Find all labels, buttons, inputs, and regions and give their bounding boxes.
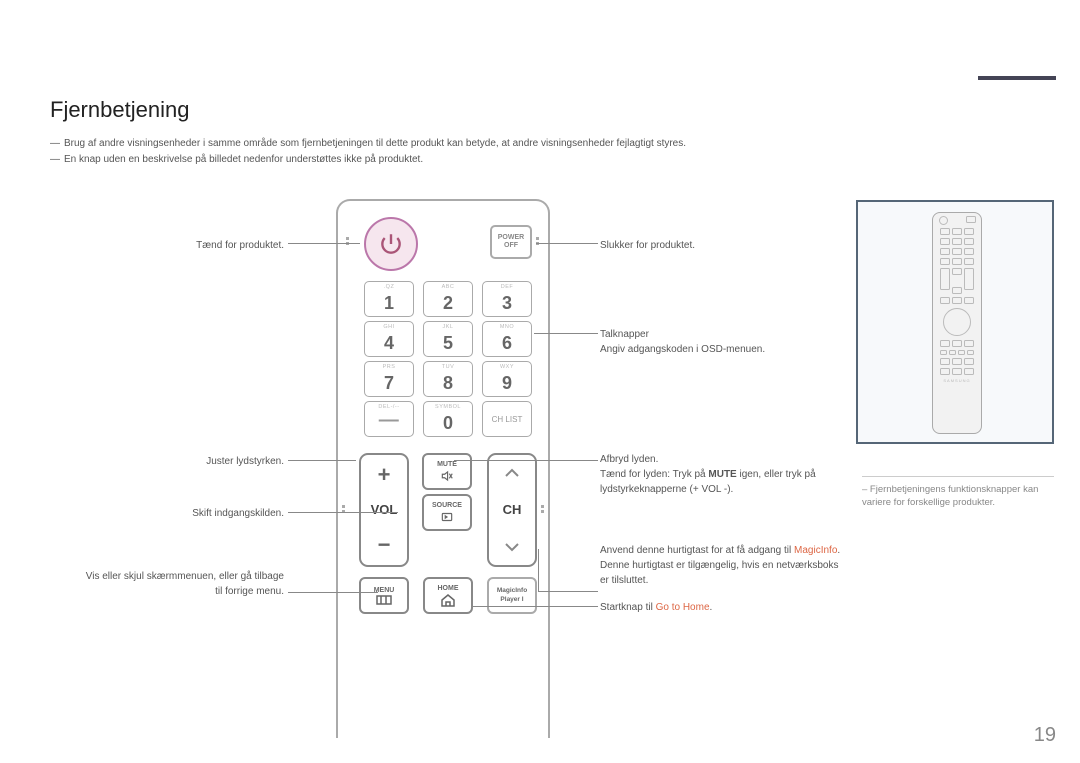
remote-thumbnail-frame: SAMSUNG: [856, 200, 1054, 444]
leader: [288, 460, 356, 461]
leader: [288, 512, 398, 513]
leader: [538, 549, 539, 591]
source-icon: [440, 510, 454, 524]
leader: [288, 243, 360, 244]
ch-label: CH: [503, 502, 522, 517]
callout-numkeys: Talknapper Angiv adgangskoden i OSD-menu…: [600, 327, 840, 357]
mute-icon: [440, 469, 454, 483]
key-chlist: CH LIST: [482, 401, 532, 437]
power-button: [364, 217, 418, 271]
power-off-button: POWER OFF: [490, 225, 532, 259]
callout-power-on: Tænd for produktet.: [56, 238, 284, 253]
leader: [288, 592, 378, 593]
remote-illustration: POWER OFF .QZ1 ABC2 DEF3 GHI4 JKL5 MNO6 …: [336, 199, 550, 738]
page-title: Fjernbetjening: [50, 97, 189, 123]
callout-magicinfo: Anvend denne hurtigtast for at få adgang…: [600, 543, 848, 588]
key-2: ABC2: [423, 281, 473, 317]
header-accent: [978, 76, 1056, 80]
note-1: Brug af andre visningsenheder i samme om…: [64, 138, 686, 149]
source-button: SOURCE: [422, 494, 472, 531]
key-5: JKL5: [423, 321, 473, 357]
channel-rocker: CH: [487, 453, 537, 567]
bottom-row: MENU HOME MagicInfo Player I: [359, 577, 537, 614]
note-2: En knap uden en beskrivelse på billedet …: [64, 154, 423, 165]
sidenote: – Fjernbetjeningens funktionsknapper kan…: [862, 476, 1054, 510]
key-del: DEL-/--—: [364, 401, 414, 437]
vol-down-icon: −: [378, 532, 391, 558]
leader: [534, 333, 598, 334]
vol-up-icon: +: [378, 462, 391, 488]
notes: ―Brug af andre visningsenheder i samme o…: [50, 136, 686, 168]
home-icon: [440, 593, 456, 607]
key-3: DEF3: [482, 281, 532, 317]
key-7: PRS7: [364, 361, 414, 397]
key-4: GHI4: [364, 321, 414, 357]
callout-home: Startknap til Go to Home.: [600, 600, 712, 615]
callout-source: Skift indgangskilden.: [56, 506, 284, 521]
brand-label: SAMSUNG: [933, 378, 981, 383]
menu-button: MENU: [359, 577, 409, 614]
key-8: TUV8: [423, 361, 473, 397]
volume-rocker: + VOL −: [359, 453, 409, 567]
leader: [538, 591, 598, 592]
page-number: 19: [1034, 724, 1056, 747]
leader: [454, 460, 598, 461]
leader: [472, 606, 598, 607]
callout-menu: Vis eller skjul skærmmenuen, eller gå ti…: [36, 569, 284, 599]
tactile-dots: [541, 505, 544, 513]
callout-volume: Juster lydstyrken.: [56, 454, 284, 469]
vol-label: VOL: [371, 502, 398, 517]
tactile-dots: [536, 237, 540, 247]
chevron-down-icon: [503, 540, 521, 554]
vol-ch-block: + VOL − MUTE SOURCE CH: [359, 453, 537, 567]
power-off-label-1: POWER: [498, 234, 524, 242]
callout-power-off: Slukker for produktet.: [600, 238, 695, 253]
key-1: .QZ1: [364, 281, 414, 317]
mute-button: MUTE: [422, 453, 472, 490]
magicinfo-button: MagicInfo Player I: [487, 577, 537, 614]
home-button: HOME: [423, 577, 473, 614]
callout-mute: Afbryd lyden. Tænd for lyden: Tryk på MU…: [600, 452, 848, 497]
chevron-up-icon: [503, 466, 521, 480]
menu-icon: [376, 595, 392, 605]
remote-thumbnail: SAMSUNG: [932, 212, 982, 434]
power-icon: [378, 231, 404, 257]
number-keypad: .QZ1 ABC2 DEF3 GHI4 JKL5 MNO6 PRS7 TUV8 …: [364, 281, 532, 441]
key-6: MNO6: [482, 321, 532, 357]
key-9: WXY9: [482, 361, 532, 397]
leader: [536, 243, 598, 244]
power-off-label-2: OFF: [504, 242, 518, 250]
tactile-dots: [346, 237, 350, 247]
key-0: SYMBOL0: [423, 401, 473, 437]
